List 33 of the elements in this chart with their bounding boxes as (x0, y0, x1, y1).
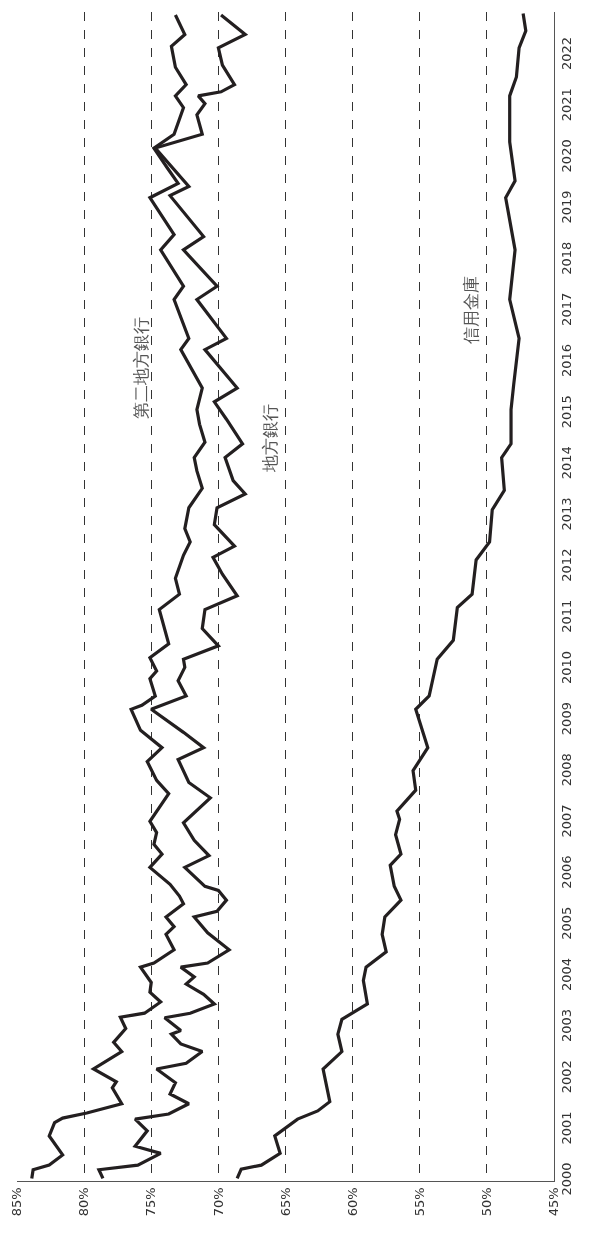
y-tick-label: 2015 (558, 395, 574, 429)
y-tick-label: 2007 (558, 804, 574, 838)
y-tick-label: 2011 (558, 599, 574, 633)
x-tick-label: 80% (76, 1187, 92, 1217)
y-tick-label: 2018 (558, 241, 574, 275)
y-tick-label: 2016 (558, 343, 574, 378)
y-tick-label: 2014 (558, 446, 574, 480)
y-tick-label: 2021 (558, 88, 574, 122)
y-tick-label: 2019 (558, 190, 574, 224)
y-tick-label: 2004 (558, 957, 574, 991)
y-tick-label: 2013 (558, 497, 574, 531)
y-tick-label: 2001 (558, 1111, 574, 1145)
text: 信用金庫 (460, 275, 481, 344)
y-tick-label: 2002 (558, 1060, 574, 1094)
x-tick-label: 75% (143, 1187, 159, 1217)
x-tick-label: 65% (277, 1187, 293, 1217)
x-tick-label: 85% (9, 1187, 25, 1217)
text: 第二地方銀行 (130, 317, 151, 420)
y-tick-label: 2020 (558, 139, 574, 173)
y-tick-label: 2010 (558, 650, 574, 684)
x-tick-label: 60% (344, 1187, 360, 1217)
text: 地方銀行 (259, 404, 280, 474)
x-tick-label: 50% (479, 1187, 495, 1217)
x-tick-label: 70% (210, 1187, 226, 1217)
y-tick-label: 2022 (558, 36, 574, 71)
y-tick-label: 2017 (558, 292, 574, 326)
y-tick-label: 2009 (558, 702, 574, 736)
y-tick-label: 2012 (558, 548, 574, 582)
y-tick-label: 2008 (558, 753, 574, 787)
y-tick-label: 2005 (558, 906, 574, 940)
x-tick-label: 55% (411, 1187, 427, 1217)
y-tick-label: 2003 (558, 1009, 574, 1043)
y-tick-label: 2006 (558, 855, 574, 889)
